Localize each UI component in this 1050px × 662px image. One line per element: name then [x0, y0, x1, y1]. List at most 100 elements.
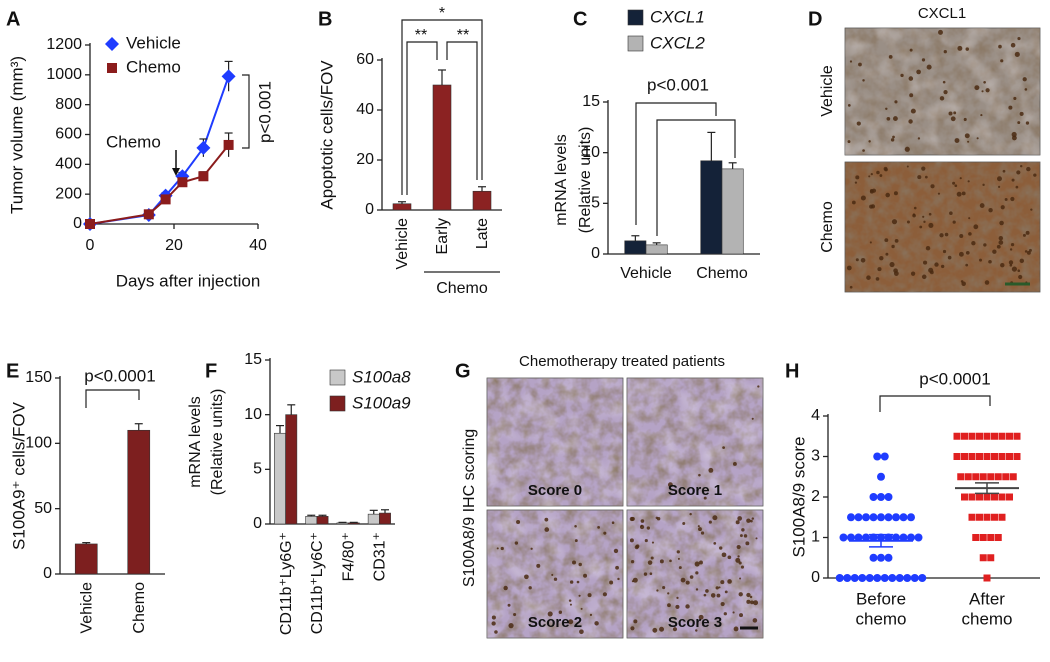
stain-dot: [979, 258, 982, 262]
stain-dot: [677, 557, 680, 560]
stain-dot: [973, 224, 979, 230]
bracket: [406, 41, 438, 195]
data-point: [1013, 453, 1021, 460]
stain-dot: [613, 548, 619, 554]
bar: [347, 522, 360, 525]
y-tick-label: 0: [811, 569, 820, 586]
stain-dot: [697, 525, 700, 528]
stain-dot: [698, 614, 704, 620]
y-tick-label: 400: [55, 156, 82, 173]
data-point: [968, 432, 976, 440]
stain-dot: [580, 607, 583, 610]
data-point: [877, 472, 885, 481]
data-point: [987, 534, 995, 541]
stain-dot: [635, 544, 640, 549]
data-point: [961, 453, 968, 460]
y-tick-label: 10: [244, 406, 262, 423]
data-point: [862, 513, 870, 522]
y-tick-label: 50: [34, 500, 52, 517]
stain-dot: [957, 45, 963, 51]
y-tick-label: 60: [356, 51, 374, 68]
stain-dot: [669, 559, 672, 563]
stain-dot: [849, 60, 853, 63]
stain-dot: [937, 192, 941, 195]
stain-dot: [662, 586, 666, 590]
stain-dot: [650, 556, 654, 560]
stain-dot: [558, 610, 563, 614]
data-point: [865, 574, 874, 582]
stain-dot: [500, 546, 504, 551]
bracket: [446, 41, 478, 180]
data-point: [983, 493, 991, 501]
bar: [316, 516, 329, 525]
stain-dot: [875, 277, 880, 281]
stain-dot: [1024, 250, 1028, 253]
data-point: [884, 553, 893, 562]
data-point: [862, 533, 870, 542]
stain-dot: [513, 613, 517, 617]
y-tick-label: 1000: [46, 66, 82, 83]
stain-dot: [649, 572, 653, 576]
stain-dot: [908, 76, 914, 81]
stain-dot: [1004, 197, 1008, 201]
stain-dot: [885, 192, 890, 198]
data-point: [968, 513, 976, 521]
panel-letter: D: [808, 8, 822, 30]
stain-dot: [906, 220, 910, 224]
y-axis-label: S100A8/9 score: [789, 437, 808, 558]
data-point: [196, 140, 211, 155]
y-tick-label: 4: [811, 407, 820, 424]
stain-dot: [514, 541, 519, 545]
panel-letter: E: [6, 360, 19, 382]
stain-dot: [849, 285, 853, 289]
legend-swatch: [627, 35, 644, 52]
bracket: [635, 102, 717, 225]
x-tick-label: CD11b⁺Ly6G⁺: [278, 532, 295, 635]
stain-dot: [678, 566, 682, 570]
data-point: [892, 513, 900, 522]
stain-dot: [934, 262, 939, 267]
data-point: [869, 533, 878, 542]
y-tick-label: 800: [55, 96, 82, 113]
micrograph-texture: [845, 162, 1040, 292]
stain-dot: [928, 212, 932, 216]
stain-dot: [886, 116, 891, 121]
y-tick-label: 2: [811, 488, 820, 505]
data-point: [198, 171, 209, 182]
stain-dot: [923, 260, 928, 265]
y-tick-label: 1: [811, 529, 820, 546]
data-point: [979, 473, 987, 481]
stain-dot: [992, 249, 997, 254]
y-tick-label: 40: [356, 101, 374, 118]
stain-dot: [885, 107, 888, 110]
stain-dot: [656, 589, 659, 592]
stain-dot: [578, 562, 582, 567]
data-point: [1006, 453, 1013, 460]
data-point: [850, 574, 859, 582]
data-point: [85, 219, 95, 229]
stain-dot: [998, 235, 1004, 241]
image-label: Score 0: [528, 482, 582, 499]
stain-dot: [695, 588, 699, 591]
stain-dot: [738, 592, 743, 597]
stain-dot: [583, 573, 588, 578]
data-point: [1009, 473, 1017, 481]
stain-dot: [847, 140, 851, 144]
stain-dot: [528, 586, 532, 590]
stain-dot: [507, 603, 511, 607]
stain-dot: [891, 219, 898, 225]
stain-dot: [967, 180, 970, 183]
stain-dot: [954, 138, 960, 143]
row-label: Chemo: [819, 201, 836, 253]
stain-dot: [631, 580, 634, 583]
data-point: [983, 574, 991, 582]
stain-dot: [917, 137, 921, 140]
stain-dot: [909, 48, 913, 52]
stain-dot: [751, 417, 754, 420]
stain-dot: [938, 29, 943, 35]
stain-dot: [885, 252, 889, 256]
stain-dot: [1010, 242, 1015, 247]
data-point: [143, 209, 154, 220]
bar: [392, 203, 412, 211]
stain-dot: [939, 96, 945, 101]
